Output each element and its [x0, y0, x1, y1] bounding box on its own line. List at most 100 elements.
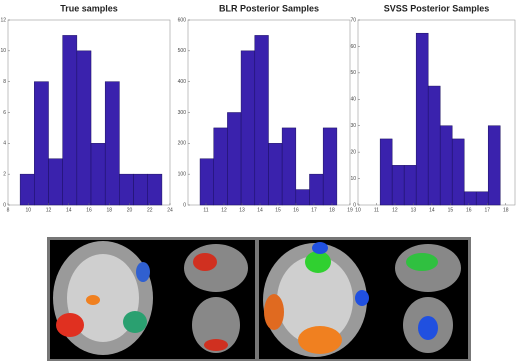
bar — [310, 174, 324, 205]
bar — [296, 190, 310, 205]
x-tick-label: 14 — [257, 207, 263, 213]
bar — [200, 159, 214, 205]
brain-sagittal — [184, 244, 248, 292]
y-tick-label: 200 — [178, 141, 187, 147]
bar — [77, 51, 91, 205]
activation — [264, 294, 284, 330]
x-tick-label: 16 — [466, 207, 472, 213]
y-tick-label: 100 — [178, 171, 187, 177]
bar — [488, 126, 500, 205]
bar — [440, 126, 452, 205]
y-tick-label: 60 — [350, 44, 356, 50]
chart-title: SVSS Posterior Samples — [384, 3, 490, 13]
bar — [214, 128, 228, 205]
x-tick-label: 12 — [392, 207, 398, 213]
brain-panel — [47, 237, 471, 361]
activation — [418, 316, 438, 340]
x-tick-label: 14 — [66, 207, 72, 213]
x-tick-label: 11 — [203, 207, 208, 213]
bar — [49, 159, 63, 205]
x-tick-label: 24 — [167, 207, 173, 213]
y-tick-label: 12 — [0, 17, 6, 23]
figure: True samples02468101281012141618202224BL… — [0, 0, 523, 362]
y-tick-label: 70 — [350, 17, 356, 23]
x-tick-label: 15 — [448, 207, 454, 213]
y-tick-label: 500 — [178, 48, 187, 54]
activation — [312, 242, 328, 254]
activation — [298, 326, 342, 354]
x-tick-label: 10 — [355, 207, 361, 213]
bar — [255, 35, 269, 205]
bar — [34, 82, 48, 205]
bar — [119, 174, 133, 205]
x-tick-label: 13 — [411, 207, 417, 213]
activation — [355, 290, 369, 306]
x-tick-label: 19 — [347, 207, 353, 213]
bar — [91, 143, 105, 205]
bar — [148, 174, 162, 205]
bar — [105, 82, 119, 205]
x-tick-label: 18 — [106, 207, 112, 213]
y-tick-label: 10 — [0, 48, 6, 54]
x-tick-label: 14 — [429, 207, 435, 213]
y-tick-label: 40 — [350, 97, 356, 103]
y-tick-label: 50 — [350, 70, 356, 76]
bar — [428, 86, 440, 205]
activation — [56, 313, 84, 337]
x-tick-label: 22 — [147, 207, 153, 213]
histogram-chart: BLR Posterior Samples 0 100 200 300 400 500 600… — [178, 3, 353, 213]
activation — [136, 262, 150, 282]
bar — [380, 139, 392, 205]
bar — [282, 128, 296, 205]
y-tick-label: 30 — [350, 123, 356, 129]
x-tick-label: 18 — [329, 207, 335, 213]
y-tick-label: 6 — [3, 110, 6, 116]
y-tick-label: 0 — [183, 202, 186, 208]
x-tick-label: 16 — [293, 207, 299, 213]
bar — [392, 165, 404, 205]
activation — [305, 251, 331, 273]
activation — [406, 253, 438, 271]
bar — [227, 113, 241, 206]
x-tick-label: 12 — [221, 207, 227, 213]
chart-title: True samples — [60, 3, 118, 13]
bar — [404, 165, 416, 205]
activation — [86, 295, 100, 305]
y-tick-label: 20 — [350, 149, 356, 155]
x-tick-label: 18 — [503, 207, 509, 213]
activation — [204, 339, 228, 351]
y-tick-label: 2 — [3, 171, 6, 177]
x-tick-label: 12 — [46, 207, 52, 213]
y-tick-label: 400 — [178, 79, 187, 85]
x-tick-label: 15 — [275, 207, 281, 213]
x-tick-label: 8 — [7, 207, 10, 213]
y-tick-label: 300 — [178, 110, 187, 116]
bar — [452, 139, 464, 205]
activation — [193, 253, 217, 271]
bar — [323, 128, 337, 205]
x-tick-label: 11 — [374, 207, 379, 213]
chart-title: BLR Posterior Samples — [219, 3, 319, 13]
bar — [63, 35, 77, 205]
x-tick-label: 17 — [311, 207, 317, 213]
y-tick-label: 600 — [178, 17, 187, 23]
bar — [134, 174, 148, 205]
x-tick-label: 10 — [25, 207, 31, 213]
bar — [476, 192, 488, 205]
activation — [123, 311, 147, 333]
bar — [20, 174, 34, 205]
y-tick-label: 4 — [3, 141, 6, 147]
x-tick-label: 17 — [485, 207, 491, 213]
y-tick-label: 10 — [350, 176, 356, 182]
bar — [464, 192, 476, 205]
bar — [241, 51, 255, 205]
x-tick-label: 16 — [86, 207, 92, 213]
bar — [268, 143, 282, 205]
y-tick-label: 8 — [3, 79, 6, 85]
page: True samples02468101281012141618202224BL… — [0, 0, 523, 362]
bar — [416, 33, 428, 205]
x-tick-label: 20 — [127, 207, 133, 213]
x-tick-label: 13 — [239, 207, 245, 213]
